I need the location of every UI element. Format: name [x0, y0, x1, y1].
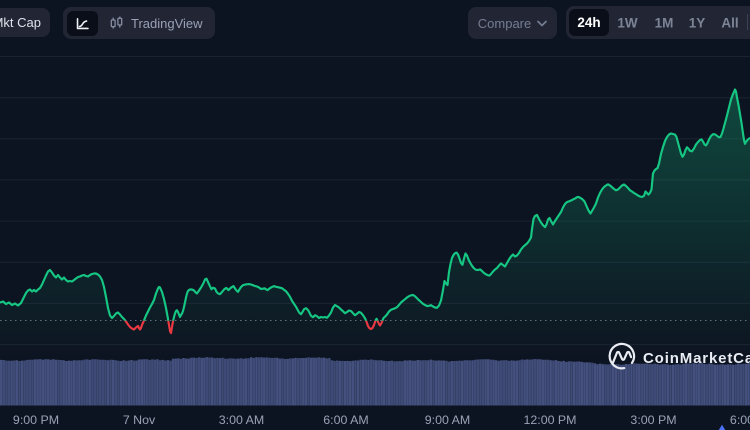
svg-text:9:00 PM: 9:00 PM [13, 413, 59, 427]
svg-text:12:00 PM: 12:00 PM [523, 413, 576, 427]
svg-text:7 Nov: 7 Nov [123, 413, 156, 427]
svg-text:3:00 PM: 3:00 PM [630, 413, 676, 427]
svg-text:6:00 PM: 6:00 PM [730, 413, 750, 427]
svg-text:9:00 AM: 9:00 AM [425, 413, 470, 427]
svg-text:3:00 AM: 3:00 AM [219, 413, 264, 427]
svg-text:6:00 AM: 6:00 AM [323, 413, 368, 427]
svg-text:CoinMarketCap: CoinMarketCap [643, 350, 750, 367]
